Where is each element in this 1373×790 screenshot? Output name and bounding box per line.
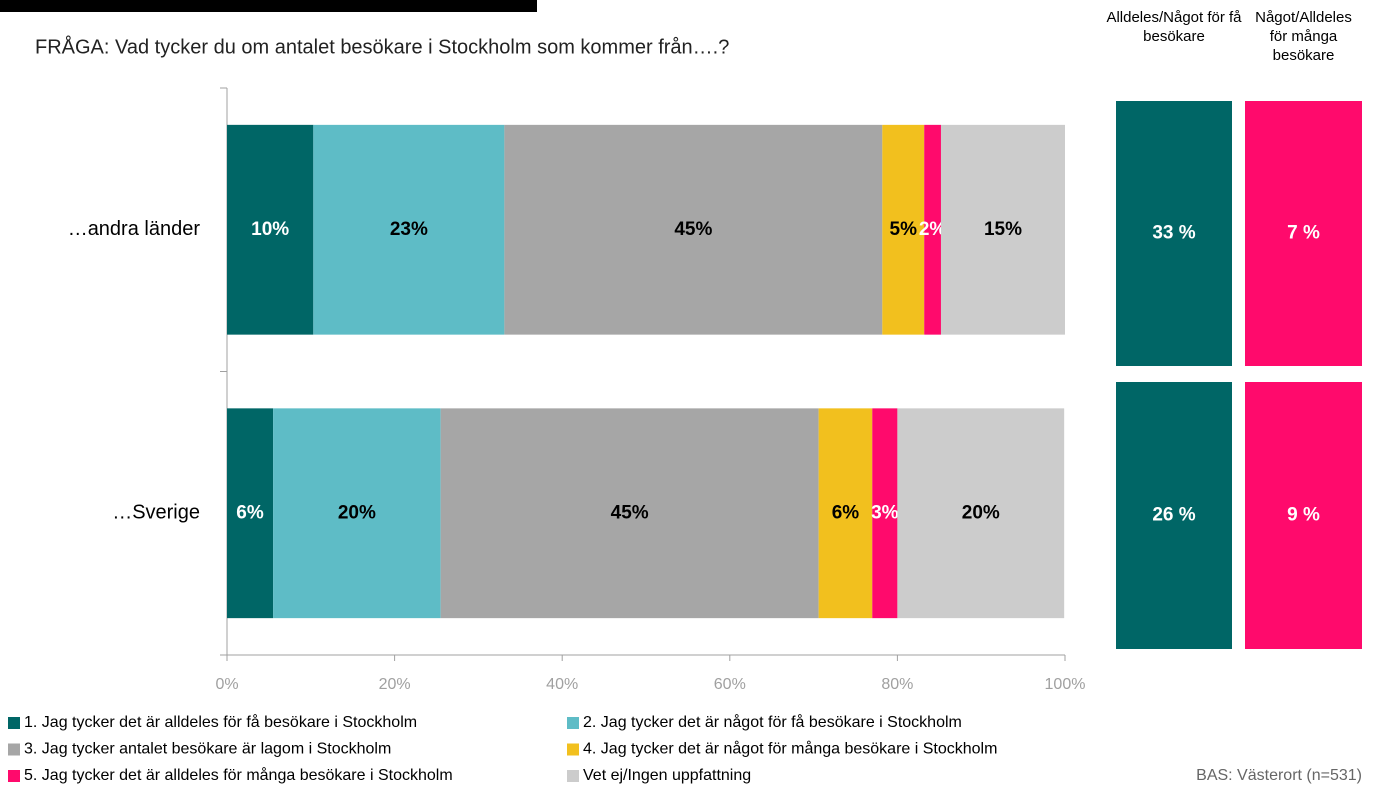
bar-segment	[504, 124, 883, 335]
bar-segment	[273, 408, 441, 619]
legend-label: 1. Jag tycker det är alldeles för få bes…	[24, 713, 417, 731]
x-tick-label: 60%	[714, 676, 746, 693]
x-tick-label: 0%	[215, 676, 238, 693]
data-label: 6%	[236, 502, 264, 523]
data-label: 2%	[919, 219, 947, 240]
legend-swatch	[567, 743, 579, 756]
summary-label: 7 %	[1287, 223, 1320, 244]
legend-swatch	[567, 717, 579, 729]
data-label: 23%	[390, 219, 428, 240]
bar-segment	[313, 124, 505, 335]
bar-segment	[897, 408, 1065, 619]
legend-label: Vet ej/Ingen uppfattning	[583, 767, 751, 784]
legend-swatch	[8, 743, 20, 756]
summary-label: 26 %	[1152, 505, 1195, 526]
legend-swatch	[8, 770, 20, 782]
data-label: 3%	[871, 502, 899, 523]
summary-box	[1116, 101, 1232, 366]
summary-label: 33 %	[1152, 223, 1195, 244]
data-label: 20%	[962, 502, 1000, 523]
data-label: 15%	[984, 219, 1022, 240]
footnote: BAS: Västerort (n=531)	[1196, 767, 1362, 784]
x-tick-label: 40%	[546, 676, 578, 693]
summary-box	[1116, 382, 1232, 649]
data-label: 6%	[832, 502, 860, 523]
summary-label: 9 %	[1287, 505, 1320, 526]
bar-segment	[940, 124, 1065, 335]
bar-segment	[818, 408, 873, 619]
chart-title: FRÅGA: Vad tycker du om antalet besökare…	[35, 35, 729, 58]
category-label: …andra länder	[68, 218, 201, 240]
data-label: 20%	[338, 502, 376, 523]
summary-header: Alldeles/Något för få besökare	[1106, 9, 1242, 45]
legend-label: 3. Jag tycker antalet besökare är lagom …	[24, 741, 391, 758]
legend-label: 2. Jag tycker det är något för få besöka…	[583, 713, 962, 731]
bar-segment	[882, 124, 925, 335]
x-tick-label: 100%	[1045, 676, 1086, 693]
legend-swatch	[567, 770, 579, 782]
data-label: 10%	[251, 219, 289, 240]
bar-segment	[227, 124, 314, 335]
category-label: …Sverige	[112, 502, 200, 524]
bar-segment	[227, 408, 274, 619]
data-label: 5%	[890, 219, 918, 240]
bar-segment	[872, 408, 898, 619]
legend-label: 4. Jag tycker det är något för många bes…	[583, 740, 997, 758]
legend-label: 5. Jag tycker det är alldeles för många …	[24, 766, 453, 784]
legend-swatch	[8, 717, 20, 729]
data-label: 45%	[674, 219, 712, 240]
data-label: 45%	[611, 502, 649, 523]
summary-box	[1245, 382, 1362, 649]
summary-header: Något/Alldeles för många besökare	[1255, 9, 1352, 64]
summary-box	[1245, 101, 1362, 366]
bar-segment	[440, 408, 819, 619]
x-tick-label: 20%	[379, 676, 411, 693]
x-tick-label: 80%	[881, 676, 913, 693]
redaction-bar	[0, 0, 537, 12]
bar-segment	[924, 124, 941, 335]
